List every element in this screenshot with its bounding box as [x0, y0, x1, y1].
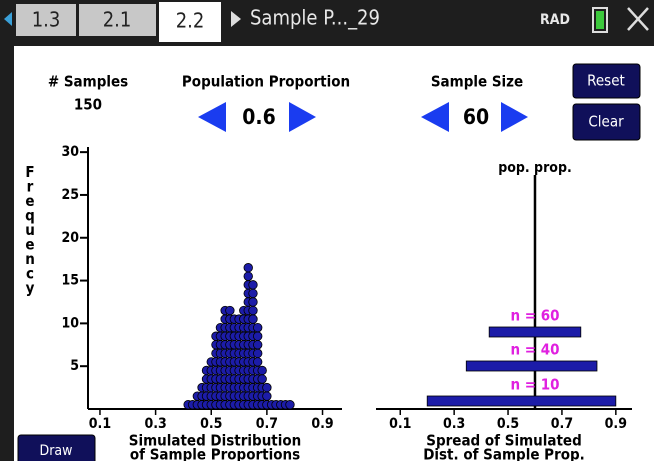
dot [249, 281, 258, 290]
x-axis-label: of Sample Proportions [130, 446, 300, 461]
battery-level [596, 11, 604, 29]
x-tick-label: 0.7 [551, 416, 573, 432]
spread-bar [466, 361, 597, 371]
x-tick-label: 0.5 [497, 416, 519, 432]
dot [263, 392, 272, 401]
y-tick-label: 15 [61, 273, 79, 289]
x-tick-label: 0.7 [256, 416, 278, 432]
x-tick-label: 0.3 [144, 416, 166, 432]
x-tick-label: 0.9 [311, 416, 333, 432]
dot [253, 358, 262, 367]
bar-label: n = 10 [510, 376, 559, 394]
dot [249, 315, 258, 324]
x-tick-label: 0.9 [605, 416, 627, 432]
dot [249, 289, 258, 298]
y-tick-label: 10 [61, 315, 79, 331]
dot [258, 375, 267, 384]
dot [244, 272, 253, 281]
dot [249, 298, 258, 307]
dot [244, 263, 253, 272]
x-tick-label: 0.1 [89, 416, 111, 432]
label: Population Proportion [182, 73, 350, 91]
spread-bar [427, 396, 616, 406]
x-axis-label: Dist. of Sample Prop. [423, 446, 585, 461]
x-tick-label: 0.1 [389, 416, 411, 432]
button-label: Draw [40, 443, 73, 459]
page: 1.3 2.1 2.2 Sample P..._29 RAD # Samples… [0, 0, 654, 461]
value: 150 [74, 96, 102, 114]
y-tick-label: 20 [61, 230, 79, 246]
bar-label: n = 60 [510, 307, 559, 325]
label: # Samples [48, 73, 128, 91]
y-tick-label: 25 [61, 187, 79, 203]
spread-bar [489, 327, 581, 337]
x-tick-label: 0.3 [443, 416, 465, 432]
tab-label: 2.1 [103, 8, 132, 32]
dot [253, 323, 262, 332]
dot [253, 349, 262, 358]
button-label: Reset [587, 72, 625, 90]
tab-label: 2.2 [176, 9, 205, 33]
screen: 1.3 2.1 2.2 Sample P..._29 RAD # Samples… [0, 0, 654, 461]
y-tick-label: 30 [61, 144, 79, 160]
value: 0.6 [242, 105, 275, 129]
doc-title: Sample P..._29 [250, 6, 380, 30]
value: 60 [463, 105, 489, 129]
dot [258, 366, 267, 375]
dot-column [286, 400, 295, 409]
tab-label: 1.3 [32, 8, 61, 32]
label: Sample Size [431, 73, 523, 91]
y-tick-label: 5 [70, 358, 79, 374]
dot [263, 383, 272, 392]
button-label: Clear [588, 113, 624, 131]
reference-label: pop. prop. [498, 160, 572, 176]
dot [253, 341, 262, 350]
dot [253, 332, 262, 341]
dot [226, 306, 235, 315]
bar-label: n = 40 [510, 341, 559, 359]
x-tick-label: 0.5 [200, 416, 222, 432]
dot [249, 306, 258, 315]
angle-mode: RAD [540, 12, 570, 28]
dot [286, 400, 295, 409]
